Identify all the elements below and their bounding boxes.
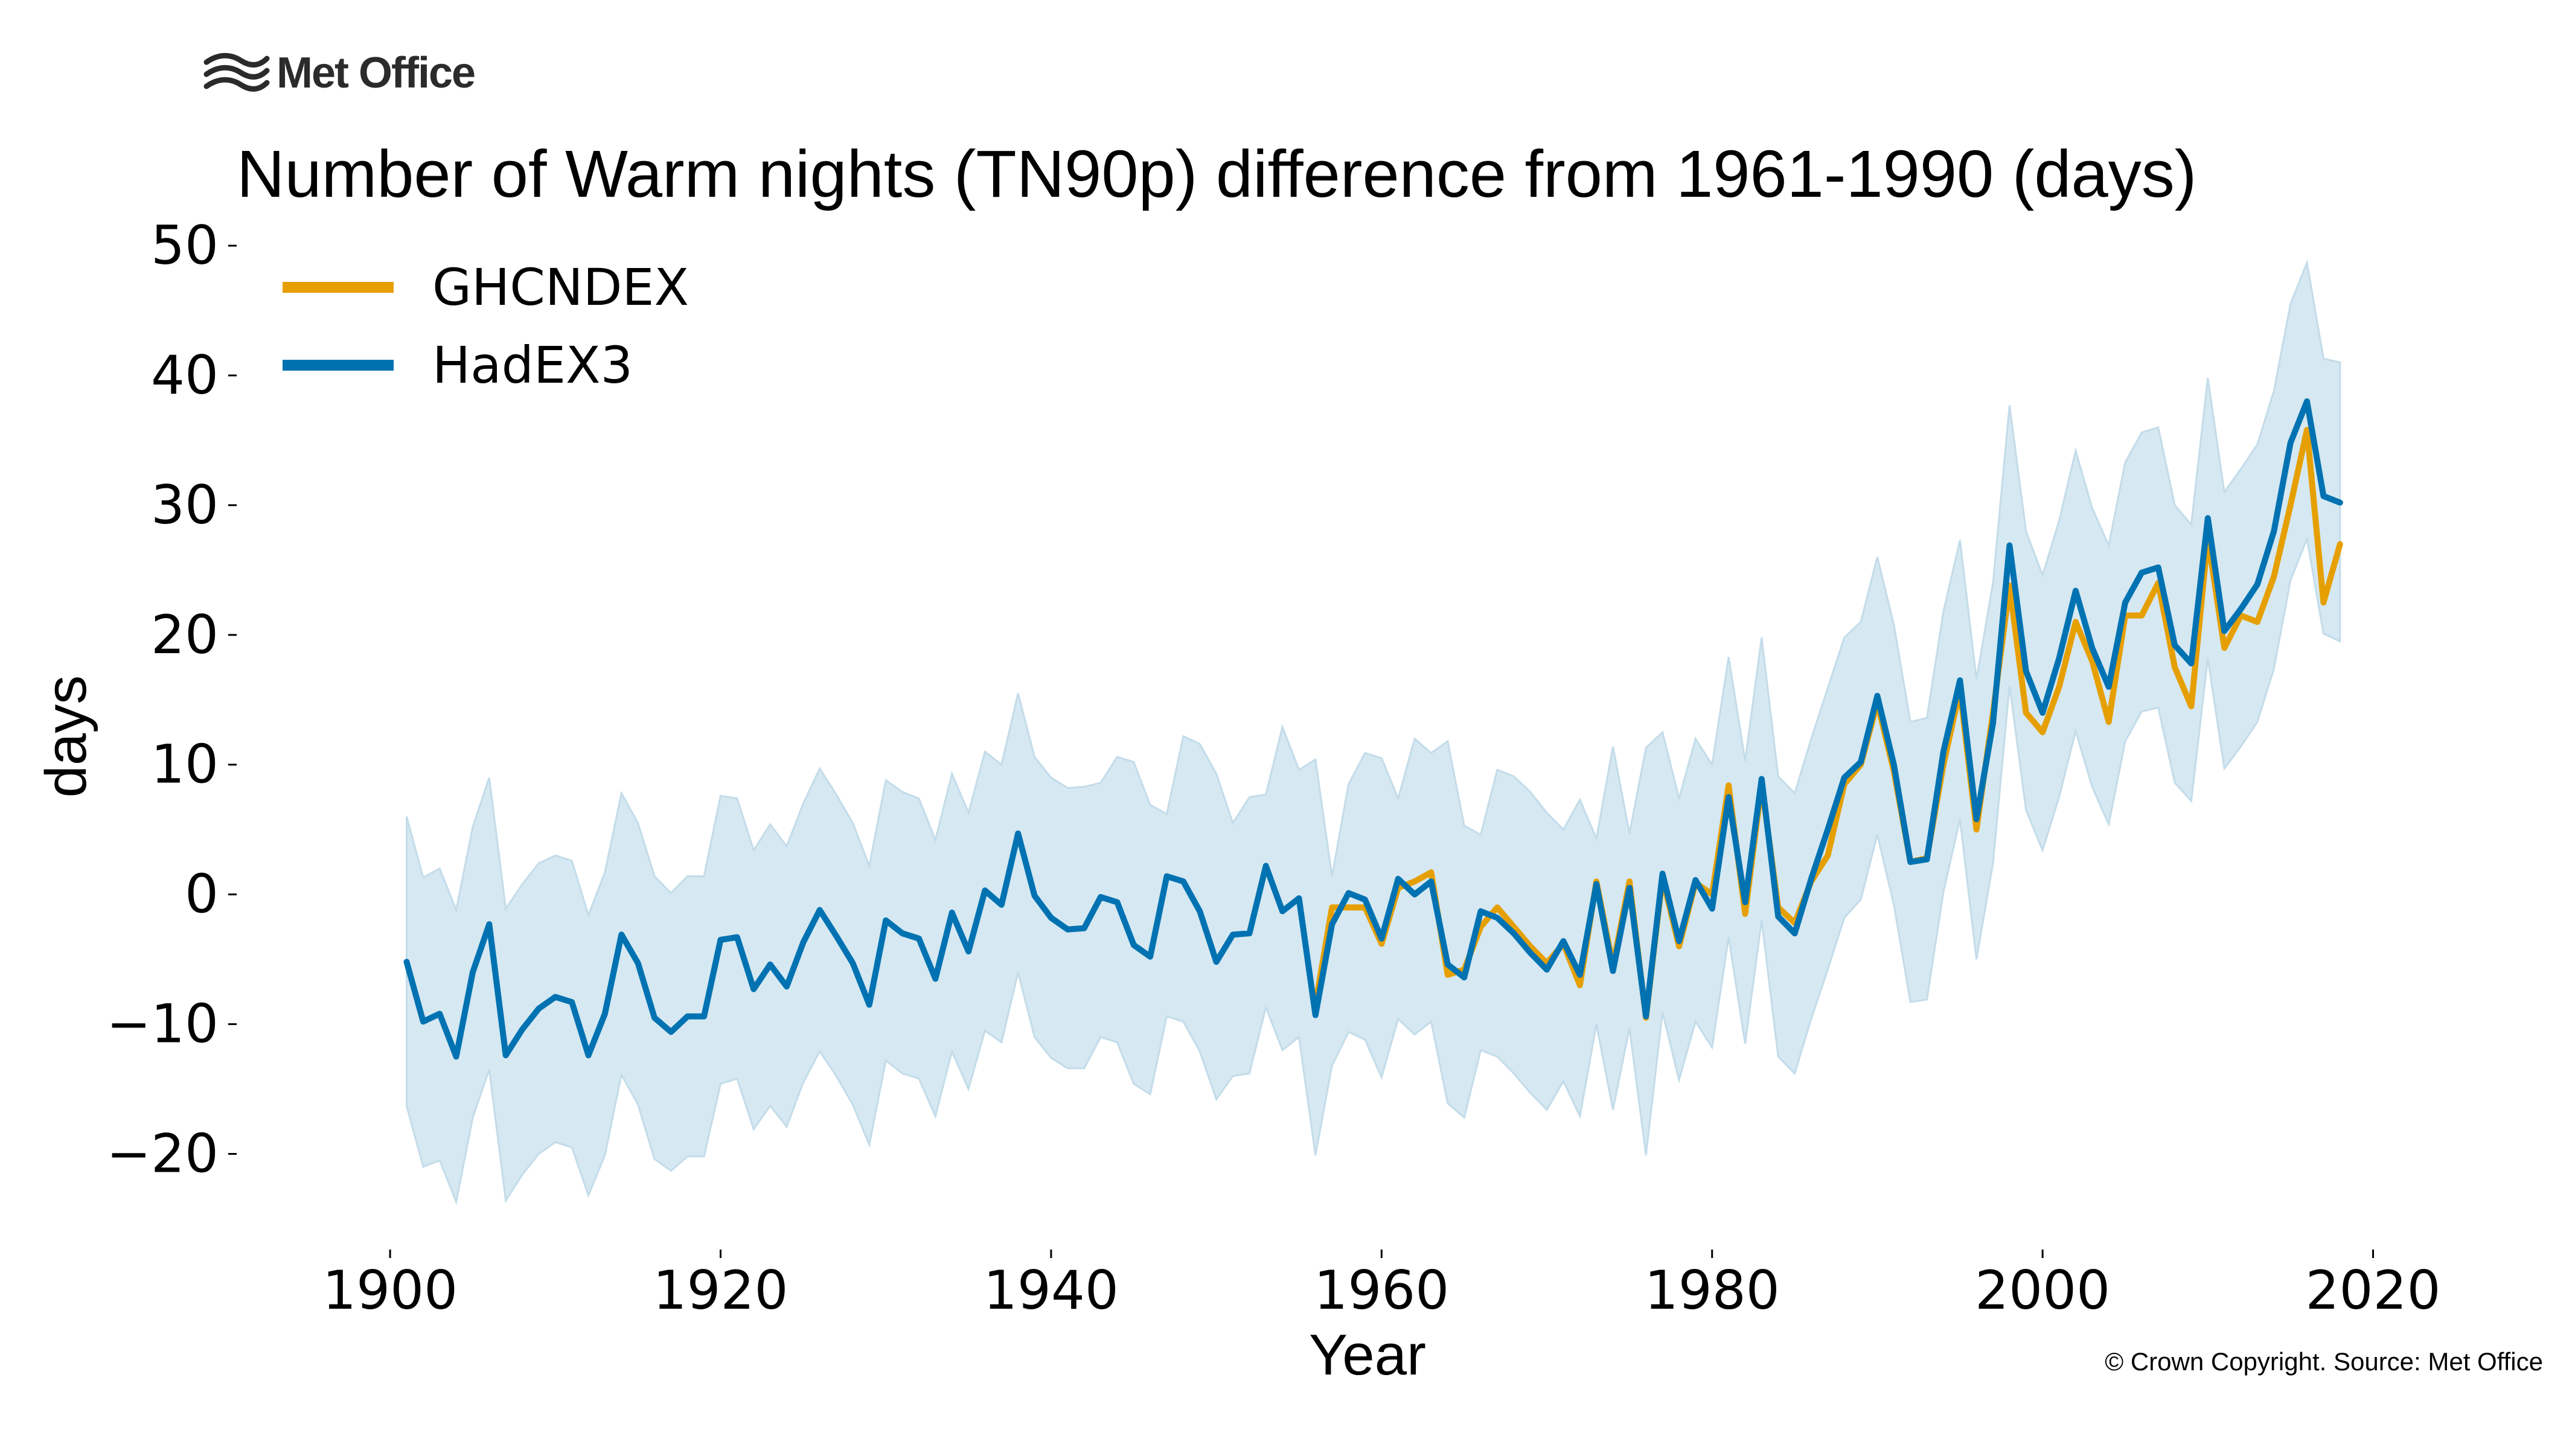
series-layer (403, 398, 2343, 1060)
brand-logo: Met Office (203, 48, 476, 98)
y-axis-label: days (34, 675, 98, 798)
y-tick-label: 20 (151, 604, 219, 666)
x-tick-label: 1900 (322, 1259, 458, 1321)
x-tick-label: 1920 (653, 1259, 789, 1321)
y-tick-label: 30 (151, 474, 219, 536)
hadex3-line (403, 398, 2343, 1060)
uncertainty-band-layer (406, 259, 2341, 1205)
copyright-text: © Crown Copyright. Source: Met Office (2105, 1347, 2543, 1376)
hadex3-uncertainty-band (406, 259, 2341, 1205)
brand-name: Met Office (277, 49, 476, 97)
y-tick-label: 40 (151, 344, 219, 406)
y-tick-label: 50 (151, 214, 219, 276)
x-tick-label: 1940 (984, 1259, 1119, 1321)
y-axis: 50 40 30 20 10 0 −10 −20 (106, 214, 237, 1185)
y-tick-label: 0 (185, 863, 219, 925)
legend-label-hadex3: HadEX3 (432, 336, 633, 395)
y-tick-label: −10 (106, 993, 219, 1055)
ghcndex-line (1312, 427, 2343, 1021)
legend: GHCNDEX HadEX3 (283, 258, 689, 395)
x-tick-label: 2000 (1975, 1259, 2110, 1321)
x-axis: 1900 1920 1940 1960 1980 2000 2020 (322, 1250, 2440, 1321)
x-axis-label: Year (1309, 1323, 1426, 1387)
legend-label-ghcndex: GHCNDEX (432, 258, 689, 317)
y-tick-label: 10 (151, 733, 219, 796)
x-tick-label: 1980 (1645, 1259, 1780, 1321)
x-tick-label: 1960 (1314, 1259, 1449, 1321)
met-office-waves-icon (203, 53, 270, 92)
chart-title: Number of Warm nights (TN90p) difference… (237, 137, 2197, 211)
y-tick-label: −20 (106, 1123, 219, 1185)
x-tick-label: 2020 (2306, 1259, 2441, 1321)
